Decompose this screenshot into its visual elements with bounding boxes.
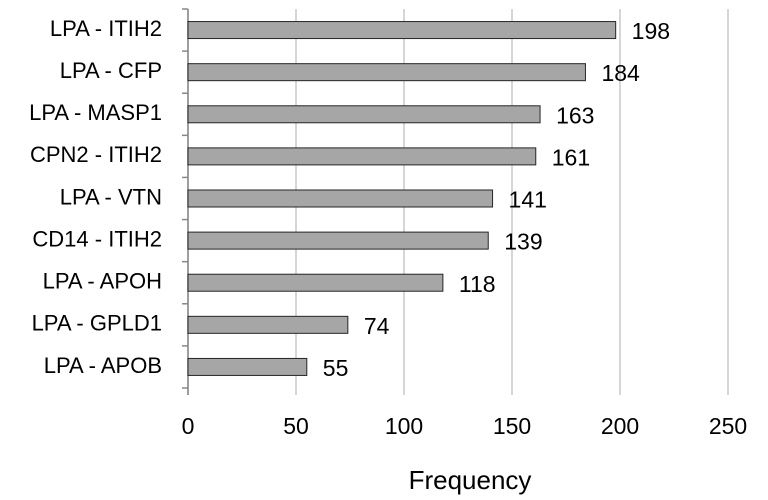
value-label: 139 [504, 229, 542, 255]
bar [187, 315, 349, 334]
value-label: 55 [323, 355, 349, 381]
bar [187, 63, 586, 82]
x-tick-label: 50 [283, 413, 309, 439]
y-tick-label: LPA - APOB [44, 353, 162, 378]
y-tick-label: LPA - GPLD1 [32, 311, 162, 336]
value-label: 163 [556, 102, 594, 128]
y-tick-label: LPA - MASP1 [29, 100, 162, 125]
y-tick-label: LPA - APOH [43, 269, 162, 294]
value-label: 74 [364, 313, 390, 339]
x-tick-label: 200 [601, 413, 639, 439]
value-label: 198 [632, 18, 670, 44]
x-tick-label: 0 [182, 413, 195, 439]
value-label: 161 [552, 144, 590, 170]
bar [187, 21, 617, 40]
y-tick-label: LPA - VTN [60, 184, 162, 209]
bar [187, 147, 537, 166]
y-tick-label: LPA - CFP [60, 58, 162, 83]
bar [187, 273, 444, 292]
bar [187, 357, 308, 376]
y-tick-label: CPN2 - ITIH2 [30, 142, 162, 167]
bar [187, 105, 541, 124]
x-tick-label: 100 [385, 413, 423, 439]
value-label: 118 [459, 271, 496, 297]
y-tick-label: CD14 - ITIH2 [32, 226, 162, 251]
x-axis-title: Frequency [409, 465, 532, 495]
value-label: 141 [509, 187, 547, 213]
value-label: 184 [601, 60, 640, 86]
x-tick-label: 150 [493, 413, 531, 439]
y-tick-label: LPA - ITIH2 [50, 16, 162, 41]
x-tick-label: 250 [709, 413, 747, 439]
bar [187, 189, 494, 208]
bar [187, 231, 489, 250]
